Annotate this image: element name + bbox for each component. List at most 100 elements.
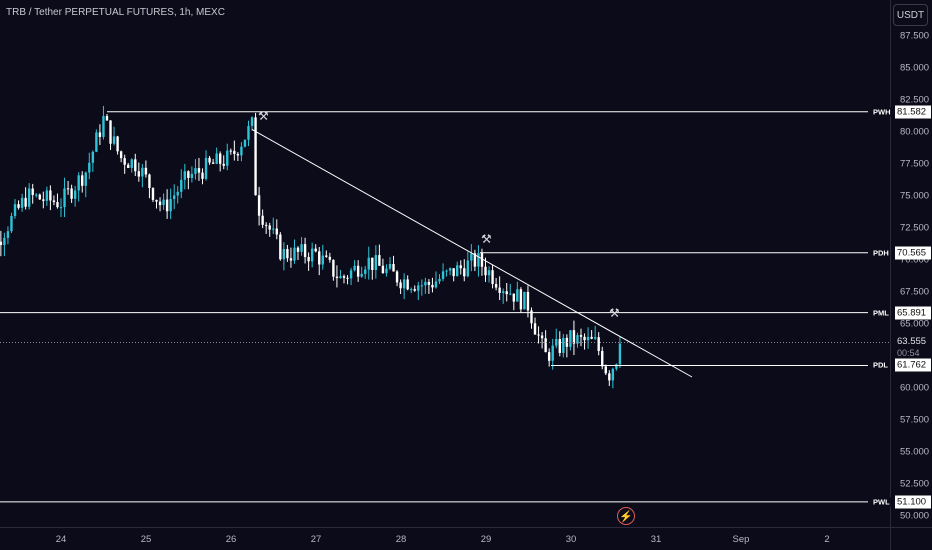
candle-body <box>91 151 95 163</box>
candle-body <box>137 171 141 177</box>
candle-body <box>226 150 229 166</box>
candle-body <box>127 164 130 168</box>
currency-button[interactable]: USDT <box>893 4 928 26</box>
candle-body <box>385 268 388 274</box>
level-name-pml: PML <box>872 308 890 318</box>
candle-body <box>102 115 105 137</box>
candle-body <box>180 179 183 192</box>
candle-body <box>501 291 505 293</box>
candle-body <box>190 173 194 179</box>
candle-body <box>505 291 508 295</box>
price-tick: 52.500 <box>900 478 930 490</box>
candle-body <box>112 136 116 144</box>
candle-body <box>261 215 264 225</box>
candle-body <box>31 188 34 195</box>
candle-body <box>434 281 438 288</box>
candle-body <box>494 284 498 288</box>
bar-countdown: 00:54 <box>897 348 920 359</box>
candle-body <box>45 190 49 201</box>
candle-body <box>169 199 172 212</box>
candle-body <box>130 159 133 168</box>
candle-body <box>123 158 126 165</box>
candle-body <box>509 293 512 295</box>
candle-body <box>321 255 324 265</box>
candle-body <box>257 195 261 216</box>
candle-body <box>579 335 583 337</box>
trend-line <box>251 129 693 378</box>
candle-body <box>618 343 622 365</box>
candle-body <box>211 162 215 164</box>
candle-body <box>119 151 123 159</box>
candle-body <box>378 255 381 266</box>
candle-body <box>339 276 342 279</box>
candle-body <box>293 247 296 261</box>
candle-body <box>353 265 356 271</box>
candle-body <box>360 273 363 277</box>
candle-body <box>420 285 424 287</box>
price-tick: 60.000 <box>900 382 930 394</box>
candle-body <box>519 289 523 310</box>
candle-body <box>56 202 59 208</box>
candle-body <box>63 188 66 208</box>
hammer-icon: ⚒ <box>258 109 269 123</box>
candle-body <box>201 172 204 179</box>
candle-body <box>95 132 98 152</box>
candle-body <box>264 224 268 226</box>
candle-body <box>431 284 434 288</box>
candle-body <box>105 115 109 121</box>
markers: ⚒ ⚒ ⚒ <box>258 109 620 320</box>
candle-body <box>523 291 526 310</box>
candle-body <box>399 282 402 289</box>
candle-body <box>410 289 413 291</box>
candle-body <box>158 201 162 206</box>
candle-body <box>17 204 20 208</box>
candle-body <box>332 259 335 277</box>
candle-body <box>141 167 144 177</box>
chart-title: TRB / Tether PERPETUAL FUTURES, 1h, MEXC <box>6 7 225 18</box>
candle-body <box>310 248 314 262</box>
candle-body <box>586 336 590 341</box>
candle-body <box>282 249 286 260</box>
candle-body <box>452 268 455 277</box>
candle-body <box>491 270 494 285</box>
time-axis[interactable] <box>0 527 890 550</box>
candle-body <box>134 159 137 172</box>
lightning-icon[interactable]: ⚡ <box>617 507 635 525</box>
candle-body <box>402 279 406 289</box>
candle-body <box>593 337 597 339</box>
level-name-pwh: PWH <box>872 107 892 117</box>
candle-body <box>367 257 370 270</box>
chart-area[interactable]: ⚒ ⚒ ⚒ TRB / Tether PERPETUAL FUTURES, 1h, … <box>0 0 890 527</box>
price-tick: 57.500 <box>900 414 930 426</box>
price-chart[interactable]: ⚒ ⚒ ⚒ <box>0 0 890 527</box>
candle-body <box>547 352 551 361</box>
candle-body <box>250 117 254 126</box>
candle-body <box>144 167 148 175</box>
candle-body <box>533 323 537 335</box>
candle-body <box>183 171 187 180</box>
candle-body <box>204 157 208 179</box>
candle-body <box>70 188 73 199</box>
candle-body <box>296 247 300 252</box>
candle-body <box>222 163 225 166</box>
time-label: 31 <box>650 534 662 545</box>
candle-body <box>272 228 275 230</box>
candle-body <box>427 281 431 285</box>
time-label: 28 <box>395 534 407 545</box>
candle-body <box>371 257 374 271</box>
candle-body <box>20 197 24 208</box>
candle-body <box>0 241 3 246</box>
price-axis[interactable] <box>890 0 932 527</box>
candle-body <box>565 337 569 347</box>
price-tick: 85.000 <box>900 62 930 74</box>
candle-body <box>335 276 339 279</box>
candle-body <box>325 255 328 257</box>
level-price-badge-pml: 65.891 <box>895 306 931 320</box>
time-label: 30 <box>565 534 577 545</box>
candle-body <box>88 162 91 173</box>
price-tick: 50.000 <box>900 510 930 522</box>
level-price-badge-pdl: 61.762 <box>895 358 931 372</box>
candle-body <box>480 253 484 267</box>
candle-body <box>590 336 593 339</box>
candle-body <box>3 237 6 246</box>
